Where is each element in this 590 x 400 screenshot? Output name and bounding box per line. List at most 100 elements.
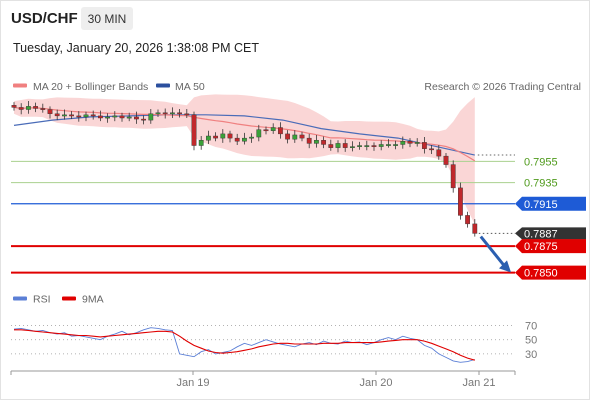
candle-38 [285,130,290,144]
candle-22 [169,107,175,118]
forecast-arrow [479,235,511,273]
candlesticks [11,101,478,237]
candle-body [54,113,60,117]
candle-body [76,115,82,118]
candle-body [162,112,168,115]
candle-body [191,114,197,146]
candle-52 [386,139,391,148]
arrow-shaft [479,235,506,267]
candle-body [133,116,139,120]
ma50-legend-label: MA 50 [175,81,205,93]
candle-body [141,118,146,121]
candle-24 [184,109,190,118]
candle-body [314,140,319,144]
candle-body [458,187,463,216]
rsi-tick-70: 70 [525,321,537,333]
rsi-legend: RSI 9MA [13,294,104,306]
candle-body [112,115,118,118]
candle-body [62,114,67,117]
candle-14 [112,111,118,122]
candle-body [321,140,326,145]
candle-body [371,145,377,147]
rsi-legend-label: RSI [33,294,51,306]
candle-body [256,129,262,138]
ma20-legend-swatch [13,83,27,88]
symbol-title: USD/CHF [11,10,78,27]
candle-body [33,106,39,109]
ma50-polyline [13,114,475,156]
candle-body [69,114,75,117]
candle-body [429,148,434,151]
candle-body [285,133,290,140]
ma50-line [13,114,515,156]
candle-body [386,144,391,146]
current-price-label: 0.7887 [524,228,558,240]
rsi-line [13,327,475,363]
candle-54 [400,136,406,149]
candle-3 [33,102,39,113]
x-tick-label-0: Jan 19 [176,377,209,389]
candle-0 [11,102,17,111]
candle-body [350,146,355,148]
candle-body [306,137,312,144]
candle-1 [18,103,24,115]
candle-42 [314,134,319,148]
candle-body [443,155,449,165]
candle-58 [429,145,434,154]
candle-53 [393,140,398,150]
candle-5 [47,106,53,119]
rsi-tick-30: 30 [525,349,537,361]
current-price-tag [515,227,586,240]
candle-33 [249,133,254,143]
candle-body [213,135,218,139]
candle-body [105,116,111,119]
candle-body [400,141,406,145]
candle-2 [26,101,31,114]
candle-27 [205,130,211,144]
candle-body [299,134,305,139]
support-label-0.7875: 0.7875 [524,241,558,253]
candle-44 [328,139,334,151]
candle-32 [241,132,247,145]
candle-11 [90,110,96,120]
candle-10 [83,111,89,122]
rsi9ma-legend-label: 9MA [82,294,104,306]
candle-55 [407,138,413,148]
timeframe-badge[interactable]: 30 MIN [81,7,133,30]
candle-29 [220,129,226,143]
candle-body [227,133,233,139]
candle-body [220,133,226,139]
rsi-panel: 30 50 70 [11,321,537,363]
candle-body [328,144,334,148]
chart-datetime: Tuesday, January 20, 2026 1:38:08 PM CET [13,41,259,55]
candle-body [90,114,96,117]
candle-57 [422,137,427,154]
candle-body [177,112,182,115]
candle-12 [97,110,103,122]
ma20-polyline [13,106,476,162]
candle-15 [119,112,125,122]
candle-25 [191,111,197,151]
candle-body [18,107,24,110]
resistance-label-0.7935: 0.7935 [524,178,558,190]
candle-body [465,215,470,225]
candle-16 [126,112,132,122]
candle-60 [443,152,449,168]
time-axis: Jan 19 Jan 20 Jan 21 [10,370,516,389]
rsi9ma-legend-swatch [62,296,76,301]
candle-48 [357,141,362,150]
candle-body [364,145,370,147]
candle-45 [335,140,341,153]
candle-body [249,136,254,139]
candle-20 [155,109,161,117]
ma20-line [13,106,476,162]
candle-body [148,113,154,121]
candle-30 [227,130,233,143]
candle-body [270,127,276,131]
support-tag-0.7850 [515,265,586,280]
candle-4 [40,103,46,113]
candle-46 [342,139,348,152]
candle-body [26,106,31,110]
bollinger-band [14,94,475,225]
